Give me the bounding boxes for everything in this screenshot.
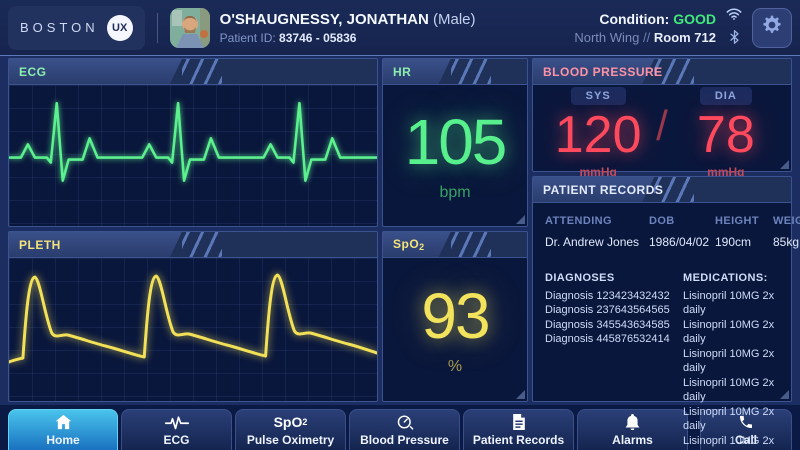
- patient-info: O'SHAUGNESSY, JONATHAN (Male) Patient ID…: [220, 11, 476, 45]
- spo2-value: 93: [421, 279, 490, 352]
- blood-pressure-panel-header: BLOOD PRESSURE: [533, 59, 791, 85]
- diagnosis-item: Diagnosis 445876532414: [545, 333, 670, 345]
- blood-pressure-value-area: SYS 120 mmHg / DIA 78 mmHg: [533, 85, 791, 179]
- hr-unit: bpm: [439, 183, 471, 201]
- hr-value-area: 105 bpm: [383, 85, 527, 226]
- patient-photo-image: [169, 7, 210, 48]
- pleth-panel: PLETH: [8, 231, 378, 402]
- patient-name: O'SHAUGNESSY, JONATHAN: [219, 10, 429, 28]
- hr-panel-header: HR: [383, 59, 527, 85]
- dob-field: DOB 1986/04/02: [649, 215, 710, 249]
- dia-badge: DIA: [699, 87, 752, 105]
- nav-pulse-oximetry-button[interactable]: SpO 2 Pulse Oximetry: [235, 409, 346, 450]
- dia-value: 78: [696, 106, 755, 164]
- bluetooth-icon: [729, 29, 739, 49]
- wifi-icon: [726, 7, 742, 25]
- diagnoses-list: DIAGNOSES Diagnosis 123423432432 Diagnos…: [545, 271, 683, 450]
- pleth-panel-header: PLETH: [9, 232, 377, 258]
- diagnoses-label: DIAGNOSES: [545, 272, 615, 284]
- sys-unit: mmHg: [579, 165, 617, 179]
- hr-value: 105: [404, 105, 508, 178]
- pleth-waveform-area: [9, 258, 377, 401]
- sys-value: 120: [554, 106, 642, 164]
- patient-records-panel-title: PATIENT RECORDS: [543, 182, 664, 197]
- pleth-panel-title: PLETH: [19, 237, 61, 252]
- nav-call-button[interactable]: Call: [700, 409, 792, 450]
- patient-records-panel: PATIENT RECORDS ATTENDING Dr. Andrew Jon…: [532, 176, 800, 450]
- ecg-waveform-icon: [164, 414, 189, 431]
- dashboard-grid: ECG PLETH: [0, 56, 800, 450]
- settings-button[interactable]: [752, 7, 792, 48]
- medication-item: Lisinopril 10MG 2x daily: [683, 376, 775, 404]
- ecg-panel-header: ECG: [9, 59, 377, 85]
- document-icon: [512, 414, 526, 431]
- medication-item: Lisinopril 10MG 2x daily: [683, 434, 775, 450]
- nav-blood-pressure-button[interactable]: Blood Pressure: [349, 409, 460, 450]
- condition-value: GOOD: [673, 10, 716, 27]
- ecg-panel: ECG: [8, 58, 378, 227]
- home-icon: [55, 414, 72, 431]
- medication-item: Lisinopril 10MG 2x daily: [683, 289, 775, 317]
- logo-text: BOSTON: [20, 20, 99, 35]
- spo2-panel: SpO2 93 %: [382, 231, 528, 402]
- bp-separator: /: [656, 102, 668, 149]
- nav-ecg-button[interactable]: ECG: [121, 409, 232, 450]
- phone-icon: [738, 414, 754, 431]
- patient-records-panel-header: PATIENT RECORDS: [533, 177, 791, 203]
- spo2-panel-title: SpO2: [393, 237, 425, 252]
- header-divider: [156, 12, 158, 43]
- patient-records-content: ATTENDING Dr. Andrew Jones DOB 1986/04/0…: [533, 203, 800, 450]
- nav-alarms-button[interactable]: Alarms: [577, 409, 688, 450]
- patient-gender: (Male): [433, 10, 476, 28]
- dia-unit: mmHg: [707, 165, 745, 179]
- hr-panel-title: HR: [393, 64, 412, 79]
- blood-pressure-panel: BLOOD PRESSURE SYS 120 mmHg / DIA 78 mmH…: [532, 58, 792, 179]
- nav-patient-records-button[interactable]: Patient Records: [463, 409, 574, 450]
- ecg-waveform: [9, 101, 377, 182]
- weight-field: WEIGHT 85kg: [773, 215, 800, 249]
- spo2-panel-header: SpO2: [383, 232, 527, 258]
- boston-ux-logo: BOSTON UX: [8, 5, 145, 50]
- spo2-value-area: 93 %: [383, 258, 527, 401]
- location-separator: //: [643, 29, 651, 45]
- top-header-bar: BOSTON UX O'SHAUGNESSY, JONATHAN (Male): [0, 0, 800, 56]
- medication-item: Lisinopril 10MG 2x daily: [683, 347, 775, 375]
- sys-badge: SYS: [570, 87, 626, 105]
- ecg-panel-title: ECG: [19, 64, 47, 79]
- condition-label: Condition:: [599, 10, 670, 27]
- ecg-waveform-area: [9, 85, 377, 226]
- medication-item: Lisinopril 10MG 2x daily: [683, 318, 775, 346]
- gauge-icon: [396, 414, 414, 431]
- spo2-unit: %: [447, 357, 463, 375]
- bell-icon: [625, 414, 640, 431]
- blood-pressure-panel-title: BLOOD PRESSURE: [543, 64, 663, 79]
- gear-icon: [761, 14, 783, 41]
- medications-list: MEDICATIONS: Lisinopril 10MG 2x daily Li…: [683, 271, 779, 450]
- pleth-waveform: [9, 273, 377, 364]
- patient-id-label: Patient ID:: [219, 30, 276, 45]
- diagnosis-item: Diagnosis 237643564565: [545, 304, 670, 316]
- nav-home-button[interactable]: Home: [8, 409, 118, 450]
- attending-field: ATTENDING Dr. Andrew Jones: [545, 215, 640, 249]
- patient-id-value: 83746 - 05836: [279, 30, 357, 45]
- bottom-navigation: Home ECG SpO 2 Pulse Oximetry Blood Press…: [0, 405, 800, 450]
- wing-label: North Wing: [574, 29, 640, 45]
- medications-label: MEDICATIONS:: [683, 272, 768, 284]
- spo2-text-icon: SpO 2: [273, 413, 308, 430]
- diagnosis-item: Diagnosis 345543634585: [545, 318, 670, 331]
- height-field: HEIGHT 190cm: [715, 215, 759, 249]
- diagnosis-item: Diagnosis 123423432432: [545, 289, 670, 302]
- patient-photo: [169, 7, 210, 48]
- status-text: Condition: GOOD North Wing // Room 712: [574, 11, 716, 45]
- room-label: Room 712: [653, 29, 716, 45]
- medication-item: Lisinopril 10MG 2x daily: [683, 405, 775, 433]
- hr-panel: HR 105 bpm: [382, 58, 528, 227]
- logo-ux-badge: UX: [106, 14, 133, 41]
